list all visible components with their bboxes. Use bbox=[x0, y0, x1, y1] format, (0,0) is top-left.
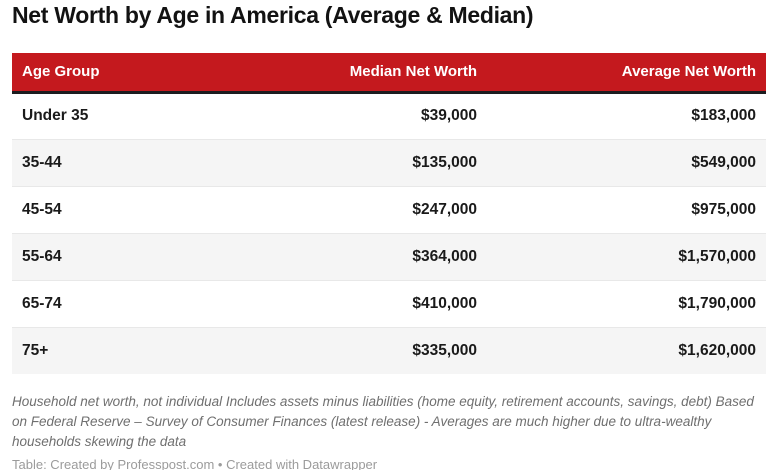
table-footnote: Household net worth, not individual Incl… bbox=[12, 394, 754, 449]
cell-average: $183,000 bbox=[691, 107, 756, 124]
cell-median: $39,000 bbox=[420, 107, 477, 124]
cell-median: $135,000 bbox=[238, 138, 487, 186]
cell-age-group: 55-64 bbox=[12, 232, 239, 280]
table-row: 35-44 $135,000 $549,000 bbox=[12, 138, 766, 186]
table-body: Under 35 $39,000 $183,000 35-44 $135,000… bbox=[12, 92, 766, 374]
table-credit-line: Table: Created by Professpost.com • Crea… bbox=[12, 457, 378, 470]
chart-title: Net Worth by Age in America (Average & M… bbox=[12, 2, 534, 28]
cell-age-group: Under 35 bbox=[22, 107, 89, 124]
cell-average: $1,570,000 bbox=[487, 232, 766, 280]
table-header-row: Age Group Median Net Worth Average Net W… bbox=[12, 53, 766, 94]
table-row: Under 35 $39,000 $183,000 bbox=[12, 92, 766, 139]
cell-median: $247,000 bbox=[238, 185, 487, 233]
table-row: 55-64 $364,000 $1,570,000 bbox=[12, 232, 766, 280]
column-header-age-group: Age Group bbox=[12, 53, 239, 94]
table-row: 65-74 $410,000 $1,790,000 bbox=[12, 279, 766, 327]
table-header: Age Group Median Net Worth Average Net W… bbox=[12, 53, 766, 94]
cell-age-group: 35-44 bbox=[12, 138, 239, 186]
column-header-average: Average Net Worth bbox=[487, 53, 766, 94]
cell-average: $549,000 bbox=[487, 138, 766, 186]
cell-age-group: 75+ bbox=[12, 326, 239, 374]
cell-age-group: 45-54 bbox=[12, 185, 239, 233]
cell-age-group: 65-74 bbox=[12, 279, 239, 327]
cell-median: $335,000 bbox=[238, 326, 487, 374]
net-worth-table: Age Group Median Net Worth Average Net W… bbox=[12, 53, 766, 374]
cell-median: $364,000 bbox=[238, 232, 487, 280]
cell-average: $1,620,000 bbox=[487, 326, 766, 374]
table-row: 75+ $335,000 $1,620,000 bbox=[12, 326, 766, 374]
cell-average: $1,790,000 bbox=[487, 279, 766, 327]
column-header-median: Median Net Worth bbox=[238, 53, 487, 94]
cell-median: $410,000 bbox=[238, 279, 487, 327]
table-row: 45-54 $247,000 $975,000 bbox=[12, 185, 766, 233]
cell-average: $975,000 bbox=[487, 185, 766, 233]
